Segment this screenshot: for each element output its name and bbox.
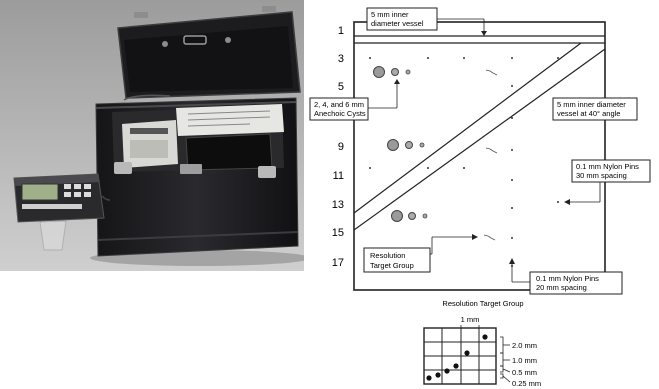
nylon-pins [369,57,559,267]
spacing-2mm: 2.0 mm [512,341,537,350]
depth-label-13: 13 [332,199,344,211]
lid-handle [183,35,207,45]
phantom-schematic: 1 3 5 9 11 13 15 17 5 mm inner diamet [309,7,651,388]
case-base-rim [97,231,299,241]
controller-key-2 [74,184,81,189]
depth-label-11: 11 [333,170,344,182]
controller-key-6 [84,192,91,197]
spacing-05mm: 0.5 mm [512,368,537,377]
callout-anechoic-cysts: 2, 4, and 6 mm Anechoic Cysts [309,79,400,121]
svg-text:Resolution: Resolution [370,251,405,260]
lid-hinge-right [262,6,276,12]
resolution-target-title: Resolution Target Group [442,299,523,308]
diagonal-vessel-lower [353,48,606,231]
spacing-025mm: 0.25 mm [512,379,541,388]
lid-hinge-left [134,12,148,18]
case-clip-left [114,162,132,174]
depth-label-17: 17 [332,257,344,269]
phantom-outline [353,21,606,291]
lid-latch-right [225,37,231,43]
cyst-group-top [373,66,411,78]
svg-text:diameter vessel: diameter vessel [371,19,424,28]
callout-vessel-5mm: 5 mm inner diameter vessel [366,7,487,36]
depth-label-9: 9 [338,141,344,153]
depth-label-1: 1 [338,25,344,37]
resolution-target-detail: 1 mm [423,315,541,388]
tray-document [176,104,284,136]
svg-text:5 mm inner: 5 mm inner [371,10,409,19]
svg-text:2, 4, and 6 mm: 2, 4, and 6 mm [314,100,364,109]
case-cable [123,94,171,101]
controller-stand [39,220,67,251]
svg-text:20 mm spacing: 20 mm spacing [536,283,587,292]
controller-lcd [21,183,59,201]
svg-text:Target Group: Target Group [370,261,414,270]
controller-key-5 [74,192,81,197]
top-spacing-label: 1 mm [461,315,480,324]
controller-key-1 [64,184,71,189]
lid-latch-left [162,41,168,47]
callout-vessel-40deg: 5 mm inner diameter vessel at 40° angle [552,97,638,121]
callout-resolution-group: Resolution Target Group [363,234,478,273]
diagonal-vessel-upper [353,42,582,214]
svg-text:Anechoic Cysts: Anechoic Cysts [314,109,366,118]
svg-text:0.1 mm Nylon Pins: 0.1 mm Nylon Pins [576,162,639,171]
case-clip-center [180,164,202,174]
controller-key-4 [64,192,71,197]
cyst-group-bottom [391,210,428,222]
depth-label-15: 15 [332,227,344,239]
callout-nylon-30mm: 0.1 mm Nylon Pins 30 mm spacing [564,159,651,205]
callout-nylon-20mm: 0.1 mm Nylon Pins 20 mm spacing [509,258,623,295]
spacing-1mm: 1.0 mm [512,356,537,365]
svg-text:30 mm spacing: 30 mm spacing [576,171,627,180]
controller-key-row [22,204,82,209]
depth-label-5: 5 [338,81,344,93]
svg-text:0.1 mm Nylon Pins: 0.1 mm Nylon Pins [536,274,599,283]
svg-text:5 mm inner diameter: 5 mm inner diameter [557,100,626,109]
controller-cable [101,195,111,201]
cyst-group-middle [387,139,425,151]
resolution-target-marks [483,69,498,241]
svg-text:vessel at 40° angle: vessel at 40° angle [557,109,620,118]
controller-key-3 [84,184,91,189]
phantom-product-photo [0,0,304,271]
depth-label-3: 3 [338,53,344,65]
case-clip-right [258,166,276,178]
case-rim [95,101,297,109]
